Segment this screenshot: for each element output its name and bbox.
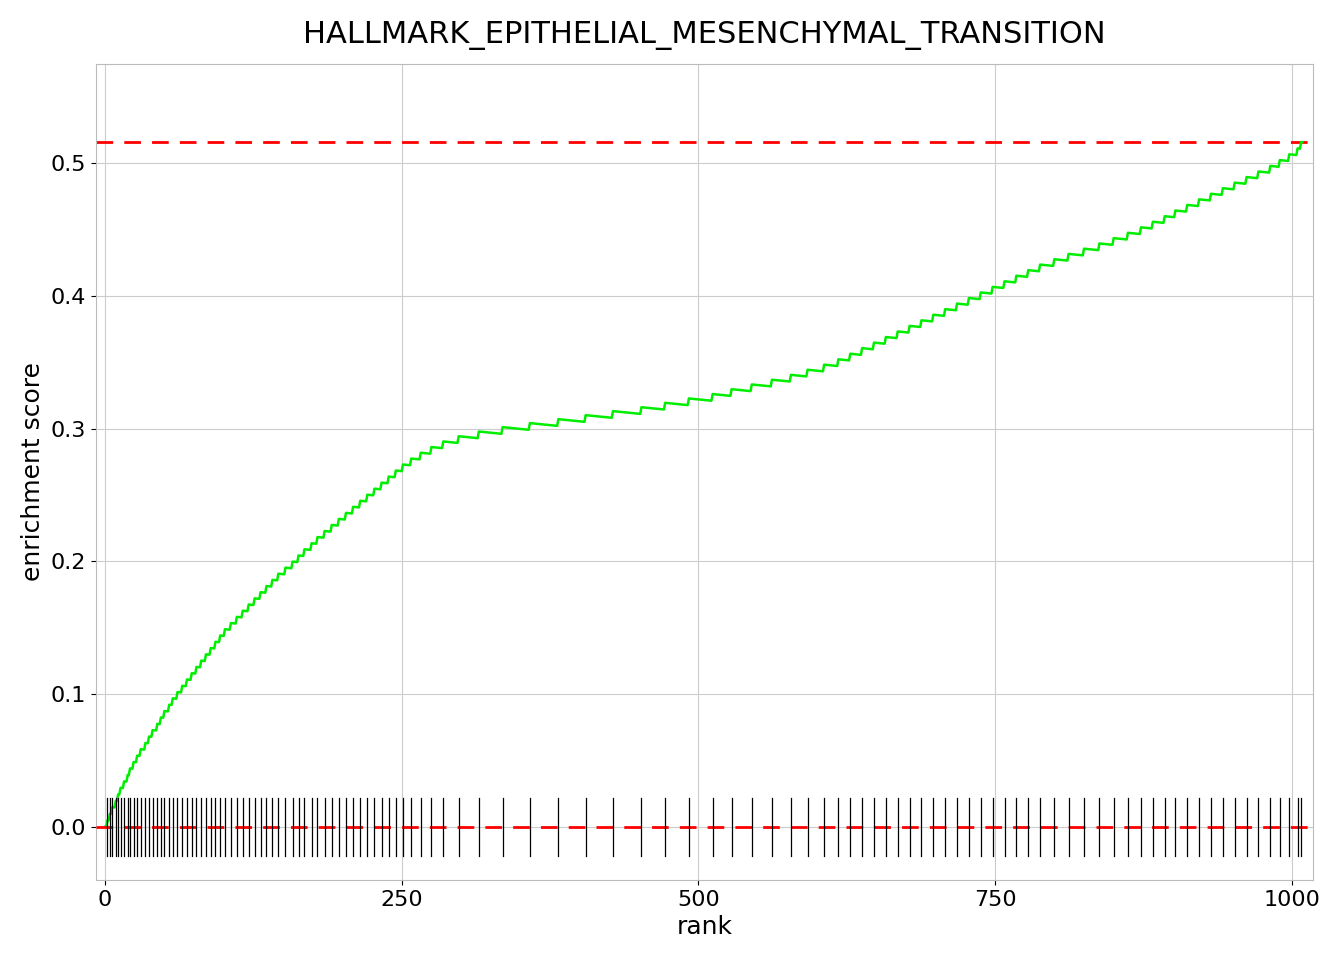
Y-axis label: enrichment score: enrichment score — [22, 362, 44, 581]
Title: HALLMARK_EPITHELIAL_MESENCHYMAL_TRANSITION: HALLMARK_EPITHELIAL_MESENCHYMAL_TRANSITI… — [302, 21, 1106, 50]
X-axis label: rank: rank — [676, 915, 732, 939]
